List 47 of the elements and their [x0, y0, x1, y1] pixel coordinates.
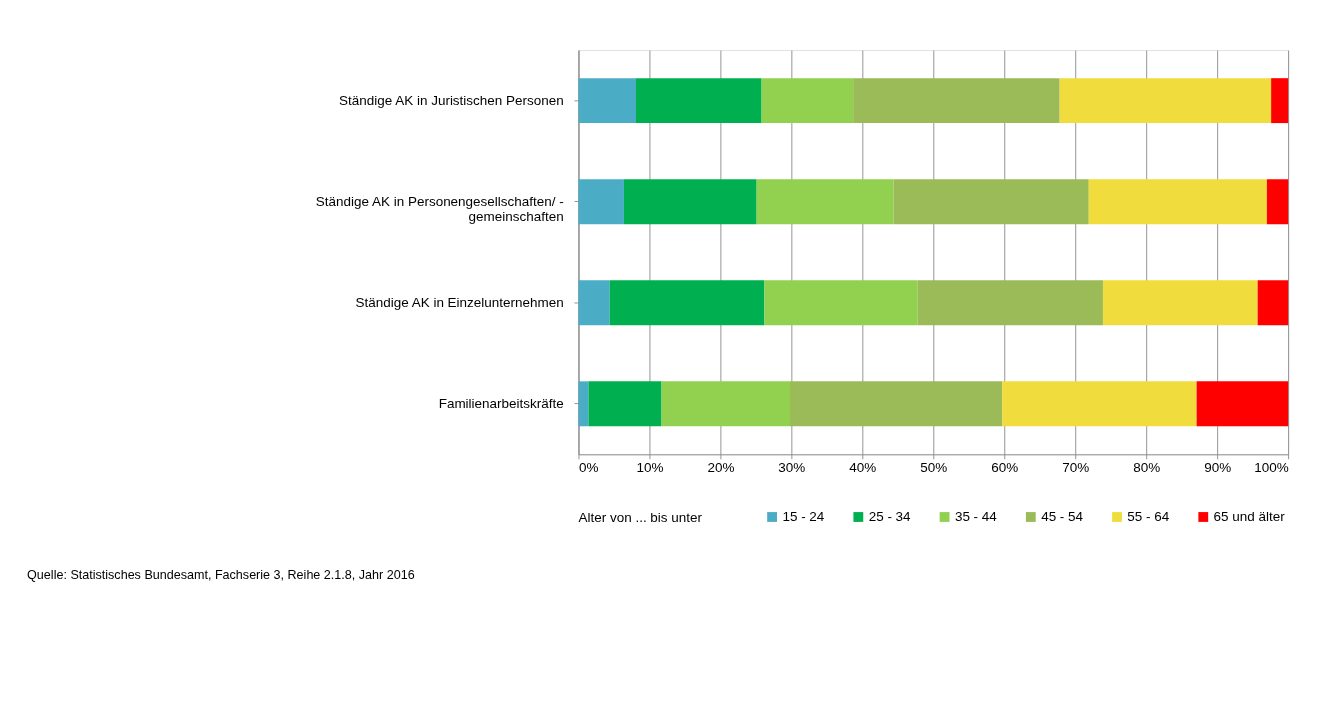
- bar: [635, 78, 762, 124]
- bar: [853, 78, 1060, 124]
- bar: [1102, 280, 1258, 326]
- x-tick-label: 90%: [1204, 459, 1232, 475]
- bar: [1257, 280, 1289, 326]
- bar: [578, 381, 589, 427]
- legend-title: Alter von ... bis unter: [578, 509, 703, 525]
- bar: [764, 280, 918, 326]
- legend-label: 65 und älter: [1213, 509, 1286, 525]
- bar: [917, 280, 1103, 326]
- bar: [588, 381, 662, 427]
- x-tick-label: 50%: [920, 459, 948, 475]
- bar: [661, 381, 790, 427]
- bar: [761, 78, 854, 124]
- x-tick-label: 10%: [636, 459, 664, 475]
- bar: [1059, 78, 1272, 124]
- source-note: Quelle: Statistisches Bundesamt, Fachserie 3, Reihe 2.1.8, Jahr 2016: [27, 568, 415, 583]
- bar: [623, 179, 757, 225]
- y-tick-label: Ständige AK in Juristischen Personen: [339, 93, 564, 109]
- x-tick-label: 70%: [1062, 459, 1090, 475]
- x-tick-label: 40%: [849, 459, 877, 475]
- y-tick-label: Ständige AK in Personengesellschaften/ - gemeinschaften: [315, 194, 564, 225]
- bar: [1266, 179, 1289, 225]
- x-tick-label: 100%: [1254, 459, 1289, 475]
- bar: [1271, 78, 1289, 124]
- legend-label: 35 - 44: [954, 509, 998, 525]
- x-tick-label: 60%: [991, 459, 1019, 475]
- bar: [1002, 381, 1197, 427]
- x-tick-label: 30%: [778, 459, 806, 475]
- legend-label: 55 - 64: [1127, 509, 1170, 525]
- bar: [756, 179, 894, 225]
- bar: [1088, 179, 1267, 225]
- legend-label: 15 - 24: [782, 509, 825, 525]
- bar: [578, 179, 624, 225]
- x-tick-label: 0%: [578, 459, 599, 475]
- legend-label: 25 - 34: [868, 509, 912, 525]
- y-tick-label: Familienarbeitskräfte: [438, 396, 564, 412]
- x-tick-label: 80%: [1133, 459, 1161, 475]
- bar: [609, 280, 765, 326]
- x-tick-label: 20%: [707, 459, 735, 475]
- bar: [789, 381, 1003, 427]
- legend-label: 45 - 54: [1041, 509, 1084, 525]
- bar: [893, 179, 1089, 225]
- bar: [1196, 381, 1289, 427]
- bar: [578, 78, 636, 124]
- y-tick-label: Ständige AK in Einzelunternehmen: [355, 295, 564, 311]
- bar: [578, 280, 610, 326]
